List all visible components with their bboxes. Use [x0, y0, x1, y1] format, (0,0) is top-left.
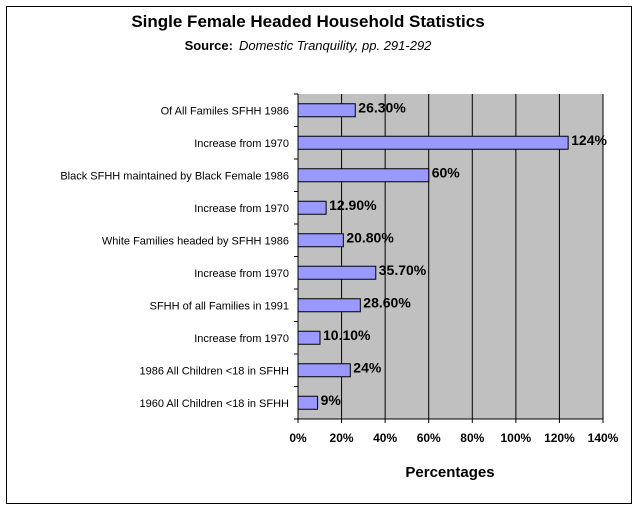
bar	[297, 395, 319, 410]
bar	[297, 135, 569, 150]
x-tick-label: 140%	[588, 431, 619, 445]
bar	[297, 103, 356, 118]
x-tick-label: 100%	[501, 431, 532, 445]
category-label: SFHH of all Families in 1991	[150, 300, 289, 312]
category-label: Of All Familes SFHH 1986	[161, 105, 289, 117]
chart-subtitle: Source: Domestic Tranquility, pp. 291-292	[185, 38, 433, 53]
x-axis-title: Percentages	[405, 464, 494, 481]
category-labels: Of All Familes SFHH 1986 Increase from 19…	[60, 105, 289, 410]
category-label: 1960 All Children <18 in SFHH	[140, 398, 290, 410]
bar	[297, 265, 377, 280]
data-label: 124%	[571, 132, 607, 148]
chart-frame	[6, 6, 632, 504]
bar	[297, 168, 430, 183]
category-label: White Families headed by SFHH 1986	[102, 235, 289, 247]
x-tick-label: 120%	[544, 431, 575, 445]
category-label: Black SFHH maintained by Black Female 19…	[60, 170, 289, 182]
bar	[297, 330, 321, 345]
data-label: 26.30%	[358, 99, 406, 115]
bar	[297, 200, 327, 215]
category-label: Increase from 1970	[194, 203, 289, 215]
bars	[297, 103, 569, 410]
data-label: 20.80%	[346, 229, 394, 245]
x-tick-labels: 0% 20% 40% 60% 80% 100% 120% 140%	[289, 419, 619, 445]
data-label: 35.70%	[379, 262, 427, 278]
data-label: 24%	[353, 359, 382, 375]
data-label: 9%	[321, 392, 342, 408]
subtitle-lead: Source:	[185, 38, 233, 53]
data-label: 12.90%	[329, 197, 377, 213]
data-label: 60%	[432, 164, 461, 180]
data-label: 28.60%	[363, 294, 411, 310]
data-label: 10.10%	[323, 327, 371, 343]
bar	[297, 298, 361, 313]
bar	[297, 363, 351, 378]
axes	[294, 93, 603, 420]
subtitle-source: Domestic Tranquility, pp. 291-292	[239, 38, 432, 53]
x-tick-label: 60%	[417, 431, 441, 445]
bar	[297, 233, 344, 248]
category-label: 1986 All Children <18 in SFHH	[140, 365, 290, 377]
x-tick-label: 80%	[460, 431, 484, 445]
x-tick-label: 20%	[330, 431, 354, 445]
chart-title: Single Female Headed Household Statistic…	[131, 12, 484, 31]
category-label: Increase from 1970	[194, 333, 289, 345]
category-label: Increase from 1970	[194, 268, 289, 280]
x-tick-label: 40%	[373, 431, 397, 445]
data-labels: 26.30% 124% 60% 12.90% 20.80% 35.70% 28.60% 10.…	[321, 99, 608, 408]
x-tick-label: 0%	[289, 431, 307, 445]
category-label: Increase from 1970	[194, 138, 289, 150]
